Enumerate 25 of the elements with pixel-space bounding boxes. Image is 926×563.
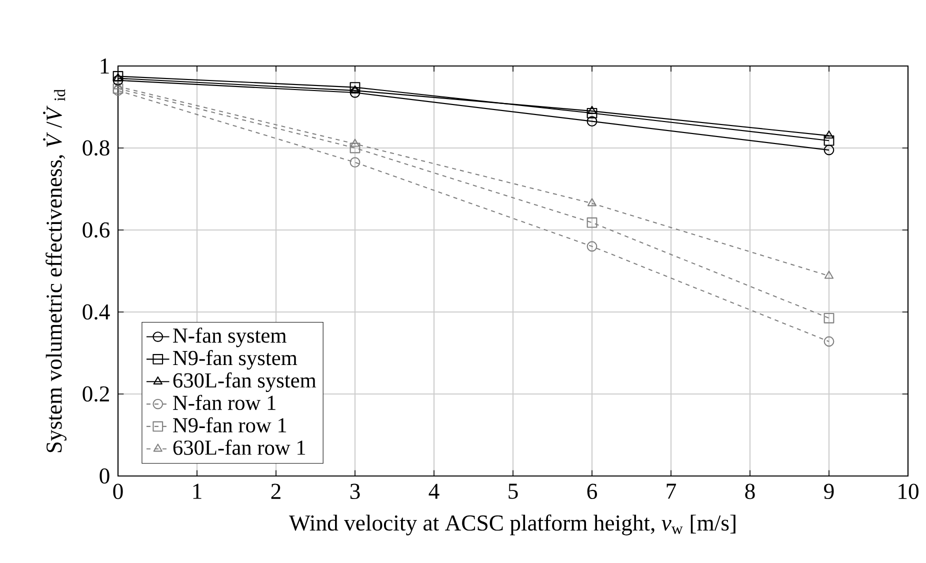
x-tick-label: 6 <box>587 484 597 500</box>
y-tick-label: 0.2 <box>82 386 109 402</box>
x-tick-label: 9 <box>824 484 834 500</box>
y-tick-label: 0.6 <box>82 222 110 238</box>
x-tick-label: 2 <box>271 484 280 499</box>
y-tick-label: 0 <box>100 468 110 484</box>
x-tick-label: 10 <box>898 484 918 500</box>
x-tick-label: 0 <box>113 484 123 500</box>
legend-label: N-fan system <box>173 328 286 348</box>
y-tick-label: 0.8 <box>82 140 110 156</box>
legend-label: N9-fan system <box>173 350 298 370</box>
x-axis-title: Wind velocity at ACSC platform height, v$_{w}$ [m/s] <box>288 514 736 536</box>
x-tick-label: 1 <box>193 484 202 499</box>
legend-label: N9-fan row 1 <box>173 417 286 432</box>
x-tick-label: 5 <box>508 484 518 499</box>
y-tick-label: 0.4 <box>82 304 110 320</box>
x-tick-label: 3 <box>350 484 360 500</box>
y-axis-title: System volumetric effectiveness, V̇/V̇$_{id}$ <box>43 89 66 452</box>
x-tick-label: 7 <box>666 484 676 499</box>
legend-label: 630L-fan system <box>173 372 316 392</box>
legend-label: N-fan row 1 <box>173 394 276 410</box>
x-tick-label: 8 <box>745 484 755 500</box>
y-tick-label: 1 <box>100 58 109 74</box>
x-tick-label: 4 <box>428 484 440 499</box>
legend-label: 630L-fan row 1 <box>173 440 306 455</box>
